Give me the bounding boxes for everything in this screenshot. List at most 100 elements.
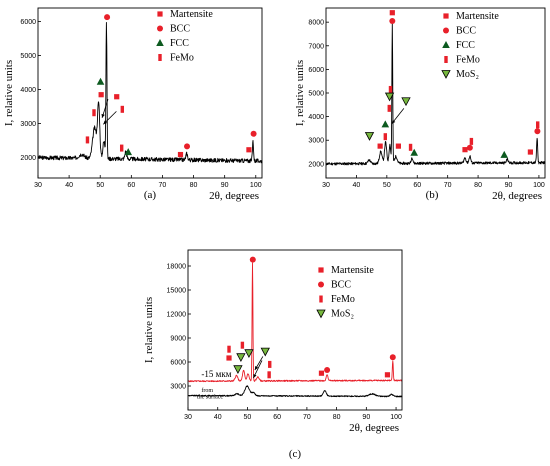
annotation-c-0: -15 мкм: [201, 369, 231, 379]
x-tick-label-a-4: 70: [159, 182, 167, 189]
peak-marker-b-15: [469, 137, 474, 145]
x-tick-label-b-0: 30: [322, 182, 330, 189]
x-tick-label-b-6: 90: [505, 182, 513, 189]
x-tick-label-a-7: 100: [250, 182, 262, 189]
peak-marker-b-1: [389, 17, 396, 24]
peak-marker-a-2: [98, 92, 104, 98]
peak-marker-b-12: [410, 148, 419, 156]
x-tick-label-a-2: 50: [96, 182, 104, 189]
x-axis-label-b: 2θ, degrees: [492, 190, 542, 202]
arrow-head-a-1: [103, 120, 108, 125]
legend-label-a-3: FeMo: [170, 53, 194, 64]
x-tick-label-b-4: 70: [444, 182, 452, 189]
panel-caption-c: (c): [289, 448, 302, 460]
x-tick-label-b-5: 80: [474, 182, 482, 189]
legend-marker-a-3: [158, 54, 162, 61]
peak-marker-c-6: [233, 365, 243, 375]
x-tick-label-a-0: 30: [34, 182, 42, 189]
series-trace-c-0: [187, 262, 403, 383]
peak-marker-c-5: [236, 353, 246, 363]
y-axis-label-b: I, relative units: [294, 60, 306, 126]
peak-marker-b-5: [387, 104, 391, 112]
peak-marker-c-3: [227, 345, 231, 353]
legend-marker-b-3: [444, 56, 448, 63]
legend-label-a-1: BCC: [170, 24, 190, 35]
x-tick-label-a-3: 60: [127, 182, 135, 189]
peak-marker-b-17: [527, 149, 533, 155]
chart-panel-a: 30 40 50 60 70 80 90 100 2000 3000 4000 5000 6000 2θ,…: [3, 7, 263, 202]
legend-label-b-2: FCC: [456, 40, 475, 51]
peak-marker-a-4: [92, 109, 96, 117]
peak-marker-a-8: [124, 148, 133, 156]
arrow-head-c-1: [253, 374, 257, 378]
peak-marker-c-12: [384, 372, 391, 378]
y-tick-label-b-6: 8000: [308, 20, 324, 27]
x-tick-label-b-2: 50: [383, 182, 391, 189]
peak-marker-c-11: [324, 367, 331, 373]
peak-marker-b-4: [401, 97, 411, 107]
x-tick-label-c-2: 50: [244, 414, 252, 421]
y-tick-label-c-4: 15000: [167, 288, 187, 295]
legend-marker-c-1: [318, 281, 324, 288]
x-tick-label-c-5: 80: [333, 414, 341, 421]
x-tick-label-b-1: 40: [353, 182, 361, 189]
legend-label-c-2: FeMo: [331, 294, 355, 305]
peak-marker-b-9: [377, 143, 383, 149]
legend-marker-b-4: [441, 70, 451, 79]
legend-marker-c-0: [318, 267, 324, 273]
legend-marker-b-2: [442, 41, 450, 48]
x-tick-label-c-4: 70: [303, 414, 311, 421]
legend-marker-b-0: [443, 13, 449, 19]
arrow-head-b-0: [391, 119, 396, 124]
peak-marker-b-18: [536, 121, 540, 129]
peak-marker-a-1: [96, 77, 105, 85]
y-tick-label-c-3: 12000: [167, 312, 187, 319]
peak-marker-c-0: [249, 256, 256, 263]
peak-marker-a-7: [119, 144, 124, 152]
y-axis-label-a: I, relative units: [3, 60, 15, 126]
arrow-head-c-0: [254, 366, 259, 370]
peak-marker-b-14: [466, 144, 473, 151]
series-trace-a-0: [37, 22, 263, 164]
peak-marker-b-11: [408, 143, 413, 151]
y-tick-label-b-0: 2000: [308, 161, 324, 168]
x-axis-label-c: 2θ, degrees: [349, 422, 399, 434]
legend-marker-b-1: [443, 27, 449, 34]
y-tick-label-b-3: 5000: [308, 91, 324, 98]
legend-marker-c-3: [316, 309, 326, 319]
y-tick-label-c-5: 18000: [167, 264, 187, 271]
peak-marker-b-2: [388, 85, 393, 93]
annotation-c-2: the surface: [197, 393, 223, 400]
peak-marker-c-1: [244, 349, 254, 359]
y-tick-label-b-1: 3000: [308, 138, 324, 145]
peak-marker-a-11: [246, 147, 252, 153]
x-tick-label-c-6: 90: [362, 414, 370, 421]
peak-marker-c-13: [389, 354, 396, 361]
peak-marker-b-7: [383, 133, 388, 141]
legend-label-b-4: MoS₂: [456, 69, 479, 80]
y-tick-label-a-4: 6000: [20, 19, 36, 26]
peak-marker-b-3: [384, 92, 395, 102]
legend-marker-a-1: [157, 25, 163, 32]
peak-marker-a-5: [120, 105, 125, 113]
y-tick-label-a-1: 3000: [20, 121, 36, 128]
x-tick-label-b-3: 60: [413, 182, 421, 189]
series-trace-b-0: [325, 22, 546, 166]
peak-marker-b-10: [395, 143, 401, 149]
peak-marker-a-3: [114, 94, 120, 100]
peak-marker-c-10: [318, 370, 325, 376]
peak-marker-a-9: [177, 151, 184, 158]
y-tick-label-c-2: 9000: [170, 336, 186, 343]
x-tick-label-a-1: 40: [65, 182, 73, 189]
x-tick-label-a-5: 80: [190, 182, 198, 189]
peak-marker-c-8: [268, 360, 272, 368]
plot-frame-a: [37, 7, 263, 179]
annotation-c-1: from: [201, 387, 213, 394]
legend-label-b-1: BCC: [456, 26, 476, 37]
y-tick-label-a-2: 4000: [20, 87, 36, 94]
peak-marker-c-9: [267, 371, 271, 379]
legend-label-c-1: BCC: [331, 280, 351, 291]
peak-marker-a-6: [85, 136, 90, 144]
legend-marker-a-0: [157, 11, 163, 17]
